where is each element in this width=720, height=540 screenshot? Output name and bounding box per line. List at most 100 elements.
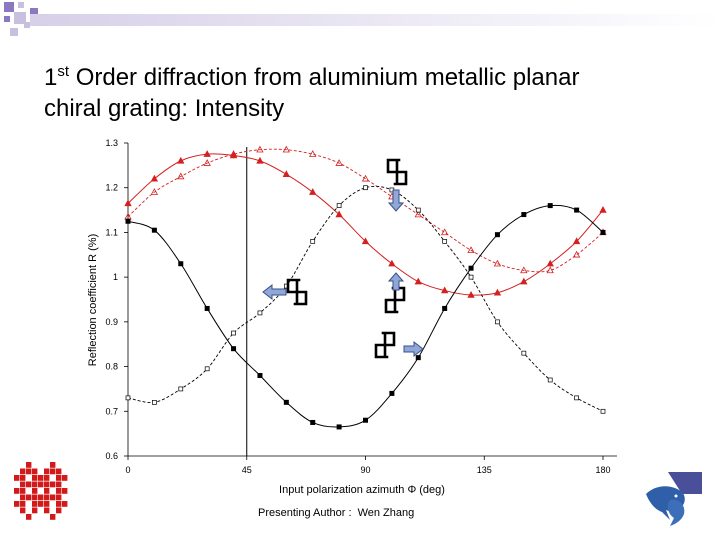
logo-pixel [14, 501, 20, 507]
data-point [178, 261, 184, 267]
data-point [546, 266, 554, 274]
data-point [493, 288, 502, 296]
y-tick-label: 1.1 [105, 227, 118, 237]
data-point [467, 246, 475, 254]
arrow-down [387, 189, 405, 212]
data-point [283, 399, 289, 405]
data-point [388, 259, 396, 267]
logo-pixel [56, 507, 62, 514]
logo-pixel [20, 494, 26, 501]
data-point [282, 170, 291, 177]
data-point [150, 174, 159, 182]
logo-pixel [50, 468, 56, 475]
data-point [177, 172, 185, 180]
logo-pixel [56, 475, 62, 481]
data-point [150, 188, 159, 195]
data-point [231, 346, 237, 352]
y-tick-label: 0.9 [105, 317, 118, 327]
data-point [495, 319, 500, 325]
data-point [204, 366, 210, 372]
data-point [572, 237, 581, 245]
slide-title: 1st Order diffraction from aluminium met… [44, 56, 704, 124]
data-point [600, 229, 606, 235]
logo-pixel [32, 507, 38, 514]
data-point [257, 310, 263, 316]
logo-pixel [26, 514, 32, 520]
logo-pixel [14, 475, 20, 481]
data-point [282, 145, 291, 153]
x-tick-label: 0 [125, 465, 130, 475]
y-tick-label: 1 [113, 272, 118, 282]
logo-pixel [56, 494, 62, 501]
logo-pixel [50, 514, 56, 520]
data-point [177, 156, 185, 164]
data-point [310, 239, 316, 244]
data-point [256, 145, 264, 153]
title-superscript: st [57, 63, 70, 80]
logo-pixel [38, 494, 44, 501]
series-line [127, 185, 604, 412]
footer-author: Wen Zhang [357, 507, 415, 519]
logo-pixel [20, 468, 26, 475]
data-point [363, 417, 368, 423]
data-point [335, 159, 343, 166]
x-tick-label: 90 [360, 465, 370, 475]
logo-pixel [44, 488, 50, 494]
header-square-pattern [4, 2, 720, 36]
data-point [493, 259, 502, 267]
data-point [256, 156, 264, 164]
header-square [10, 28, 18, 36]
data-point [414, 277, 422, 285]
data-point [124, 199, 132, 207]
logo-pixel [44, 501, 50, 507]
data-point [203, 159, 211, 166]
logo-pixel [56, 468, 62, 475]
logo-pixel [50, 481, 56, 488]
logo-pixel [26, 468, 32, 475]
data-point [547, 377, 553, 383]
logo-pixel [20, 488, 26, 494]
data-point [440, 228, 449, 236]
data-point [521, 212, 527, 218]
data-point [152, 399, 157, 405]
logo-pixel [20, 501, 26, 507]
data-point [494, 232, 500, 238]
data-point [520, 277, 528, 285]
logo-pixel [32, 475, 38, 481]
x-tick-label: 180 [595, 465, 610, 475]
header-square [14, 12, 26, 24]
y-tick-label: 1.3 [105, 138, 118, 148]
logo-pixel [32, 468, 38, 475]
data-point [521, 350, 527, 356]
logo-pixel [56, 481, 62, 488]
title-line-1: Order diffraction from aluminium metalli… [75, 64, 580, 91]
footer: Presenting Author : Wen Zhang [258, 507, 414, 519]
data-point [335, 210, 343, 218]
data-point [520, 266, 528, 274]
header-square [4, 16, 10, 22]
x-tick-label: 135 [477, 465, 492, 475]
series-4 [125, 185, 606, 414]
data-point [204, 305, 210, 311]
data-point [547, 203, 553, 209]
logo-pixel [44, 481, 50, 488]
title-ordinal: 1 [44, 64, 58, 91]
data-point [546, 259, 554, 267]
logo-pixel [56, 501, 62, 507]
header-square [30, 8, 38, 16]
arrow-right [403, 340, 424, 358]
logo-pixel [32, 501, 38, 507]
data-point [414, 210, 422, 218]
series-1 [124, 150, 607, 298]
y-tick-label: 1.2 [105, 183, 118, 193]
logo-pixel [20, 481, 26, 488]
data-point [125, 395, 131, 401]
logo-pixel [44, 494, 50, 501]
data-point [231, 330, 236, 336]
header-square [24, 22, 30, 28]
data-point [336, 203, 342, 208]
data-point [125, 218, 131, 224]
arrow-left [262, 283, 287, 301]
arrow-up [387, 272, 405, 291]
data-point [203, 150, 211, 157]
